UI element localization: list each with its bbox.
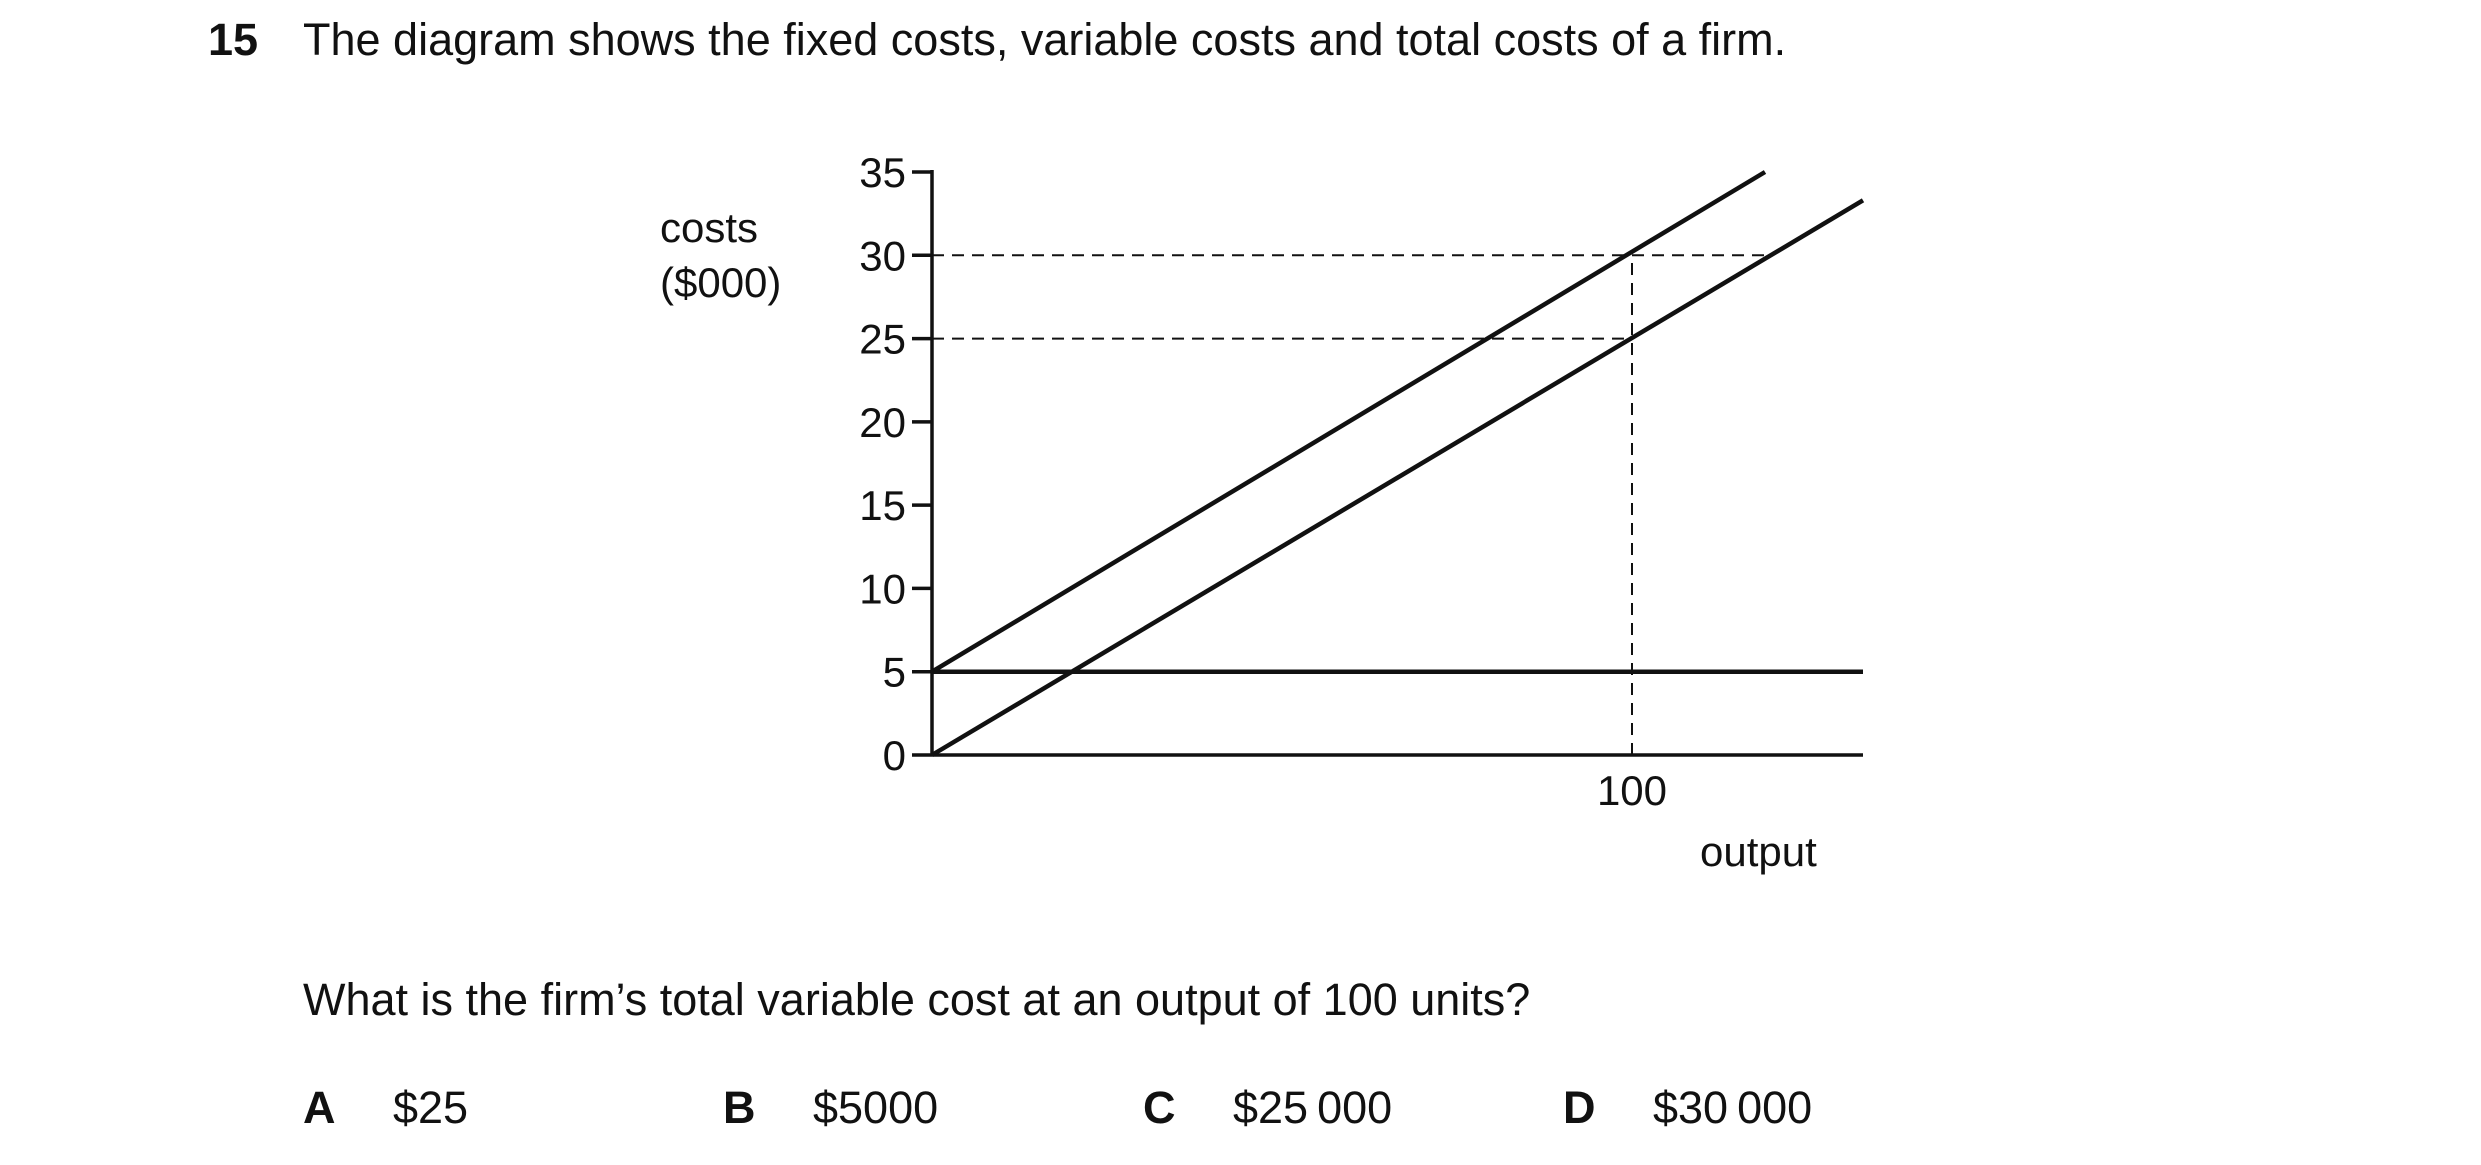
axes <box>930 170 1863 757</box>
question-stem: The diagram shows the fixed costs, varia… <box>303 14 1787 65</box>
option-b-letter: B <box>723 1082 756 1133</box>
option-c-letter: C <box>1143 1082 1176 1133</box>
option-b[interactable]: B $5000 <box>723 1078 938 1138</box>
y-axis-label-line2: ($000) <box>660 259 781 306</box>
series-line-1 <box>930 198 1865 757</box>
option-c-value: $25 000 <box>1233 1082 1393 1133</box>
y-tick-label-6: 30 <box>859 232 906 279</box>
x-tick-label-0: 100 <box>1597 767 1667 814</box>
option-d-value: $30 000 <box>1653 1082 1813 1133</box>
y-tick-label-7: 35 <box>859 149 906 196</box>
option-d[interactable]: D $30 000 <box>1563 1078 1812 1138</box>
question-text: What is the firm’s total variable cost a… <box>303 974 1531 1025</box>
y-tick-label-4: 20 <box>859 399 906 446</box>
series-line-0 <box>930 170 1767 674</box>
y-tick-label-3: 15 <box>859 482 906 529</box>
option-d-letter: D <box>1563 1082 1596 1133</box>
y-tick-label-2: 10 <box>859 565 906 612</box>
x-axis-label: output <box>1700 828 1817 875</box>
cost-chart: 0 5 10 15 20 25 30 35 100 costs ($000) output <box>660 149 1865 875</box>
y-axis-label-line1: costs <box>660 204 758 251</box>
y-tick-label-0: 0 <box>883 732 906 779</box>
option-b-value: $5000 <box>813 1082 939 1133</box>
question-number: 15 <box>208 14 259 65</box>
tick-marks: 0 5 10 15 20 25 30 35 100 <box>859 149 1667 814</box>
y-tick-label-1: 5 <box>883 649 906 696</box>
option-a-letter: A <box>303 1082 336 1133</box>
series-lines <box>930 170 1865 757</box>
option-a-value: $25 <box>393 1082 469 1133</box>
option-a[interactable]: A $25 <box>303 1078 468 1138</box>
option-c[interactable]: C $25 000 <box>1143 1078 1392 1138</box>
y-tick-label-5: 25 <box>859 316 906 363</box>
